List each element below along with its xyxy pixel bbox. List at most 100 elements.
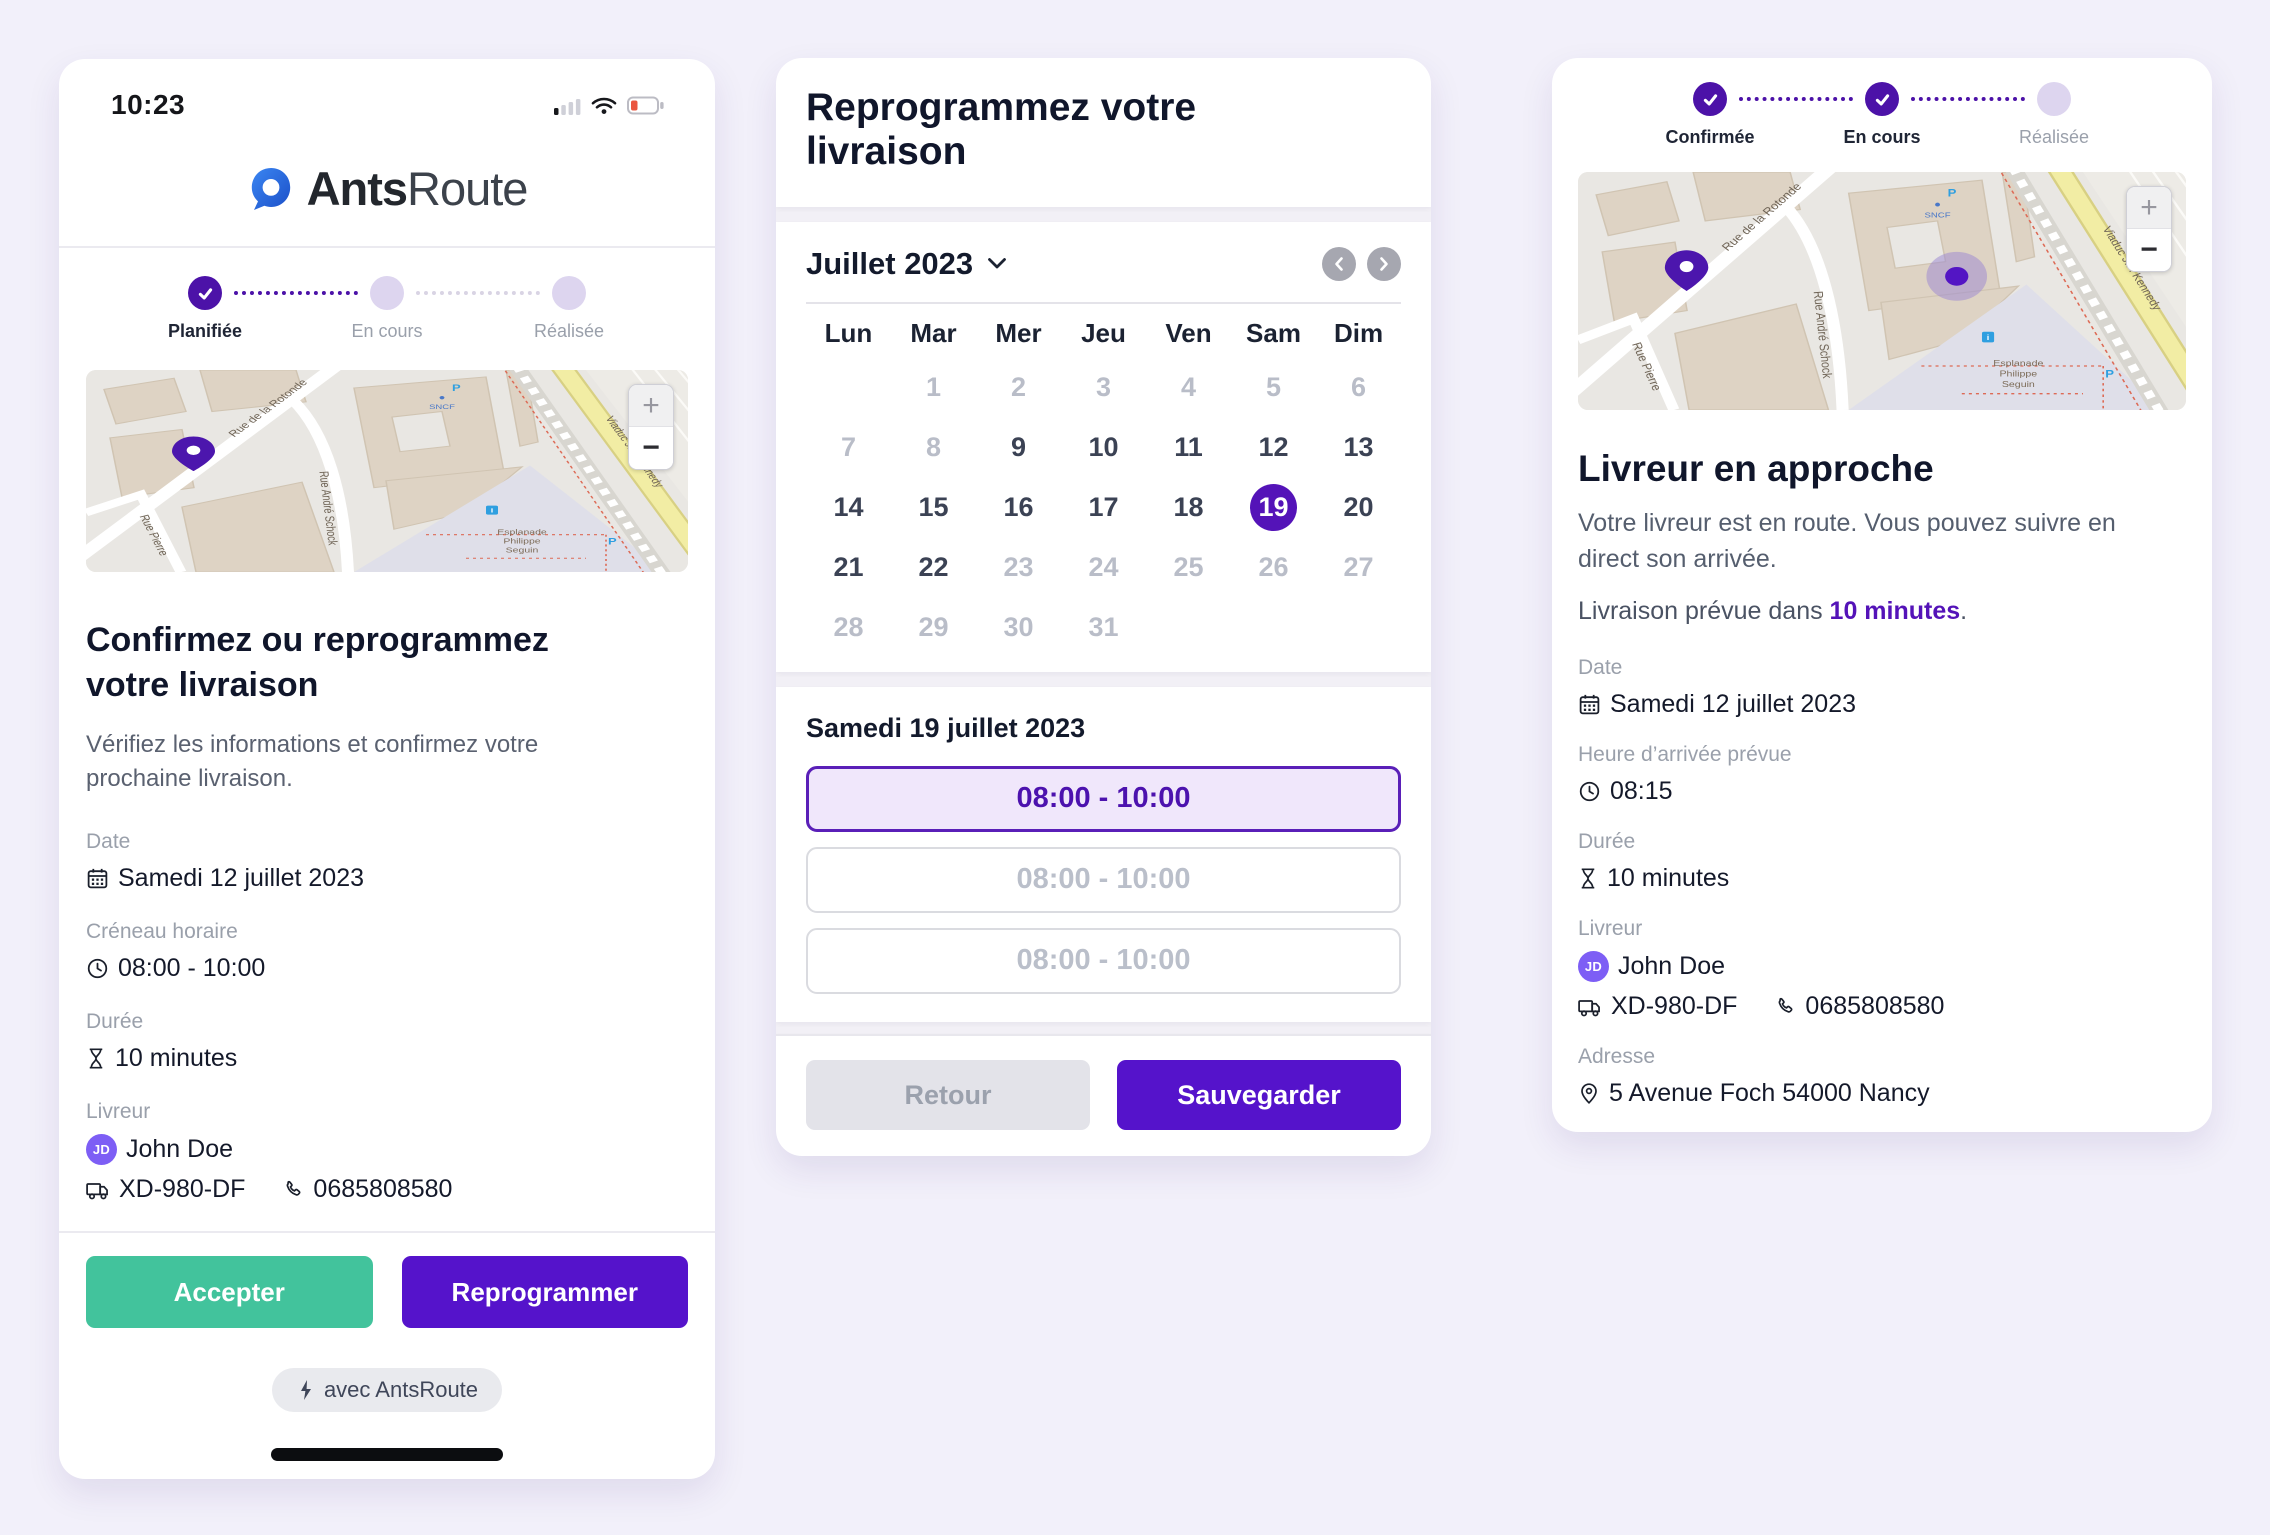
calendar-section: Juillet 2023 Lun Mar Mer Jeu Ven Sam Dim 1 2 3 4 5 6… xyxy=(776,221,1431,672)
tracking-details: Date Samedi 12 juillet 2023 Heure d’arri… xyxy=(1578,656,2186,1132)
time-slot-option-selected[interactable]: 08:00 - 10:00 xyxy=(806,765,1401,832)
calendar-day[interactable]: 11 xyxy=(1146,418,1231,478)
clock-icon xyxy=(86,957,109,980)
calendar-day-number[interactable]: 17 xyxy=(1088,492,1119,523)
calendar-day-number[interactable]: 21 xyxy=(833,552,864,583)
prev-month-button[interactable] xyxy=(1322,246,1356,281)
reschedule-header: Reprogrammez votre livraison xyxy=(776,58,1431,207)
slot-list: 08:00 - 10:00 08:00 - 10:00 08:00 - 10:00 xyxy=(806,765,1401,994)
stepper-label: Planifiée xyxy=(167,321,243,341)
calendar-day[interactable]: 10 xyxy=(1061,418,1146,478)
calendar-day-number[interactable]: 14 xyxy=(833,492,864,523)
courier-location-dot xyxy=(1945,266,1969,286)
svg-text:Philippe: Philippe xyxy=(503,537,540,545)
svg-text:Seguin: Seguin xyxy=(2002,380,2035,390)
calendar-day-number: 1 xyxy=(925,372,942,403)
stepper-connector xyxy=(234,291,358,295)
calendar-day[interactable]: 16 xyxy=(976,478,1061,538)
calendar-day-number[interactable]: 13 xyxy=(1343,432,1374,463)
reschedule-button[interactable]: Reprogrammer xyxy=(401,1256,688,1328)
calendar-day[interactable]: 9 xyxy=(976,418,1061,478)
calendar-day[interactable]: 12 xyxy=(1231,418,1316,478)
save-button[interactable]: Sauvegarder xyxy=(1117,1060,1401,1130)
stepper-label: En cours xyxy=(1843,127,1921,147)
stepper-connector xyxy=(1911,97,2025,101)
stepper-step-réalisée: Réalisée xyxy=(2001,82,2107,148)
calendar-day-number: 23 xyxy=(1003,552,1034,583)
calendar-day: 5 xyxy=(1231,358,1316,418)
svg-text:SNCF: SNCF xyxy=(1925,211,1951,220)
calendar-weekday: Dim xyxy=(1333,318,1384,349)
calendar-day-number[interactable]: 19 xyxy=(1250,484,1297,532)
calendar-weekday: Ven xyxy=(1165,318,1212,349)
calendar-icon xyxy=(86,867,109,890)
calendar-day: 23 xyxy=(976,538,1061,598)
card-subheading: Vérifiez les informations et confirmez v… xyxy=(86,730,539,792)
map-zoom-out-button[interactable]: − xyxy=(629,427,673,469)
calendar-day-number[interactable]: 16 xyxy=(1003,492,1034,523)
calendar-day[interactable]: 13 xyxy=(1316,418,1401,478)
calendar-day-number[interactable]: 9 xyxy=(1010,432,1027,463)
calendar-day-number: 28 xyxy=(833,612,864,643)
detail-timeslot: Créneau horaire 08:00 - 10:00 xyxy=(86,920,266,982)
card-heading: Confirmez ou reprogrammez votre livraiso… xyxy=(86,621,549,704)
map-right[interactable]: Rue de la Rotonde Rue André Schock Rue Pie… xyxy=(1578,172,2186,410)
map-left[interactable]: Rue de la Rotonde Rue André Schock Rue Pie… xyxy=(86,370,688,573)
destination-pin-icon xyxy=(172,436,215,472)
check-icon xyxy=(1865,82,1899,116)
calendar-day: 7 xyxy=(806,418,891,478)
calendar-day: 6 xyxy=(1316,358,1401,418)
map-zoom-control: + − xyxy=(628,384,674,470)
back-button[interactable]: Retour xyxy=(806,1060,1090,1130)
map-zoom-in-button[interactable]: + xyxy=(629,385,673,427)
courier-avatar: JD xyxy=(86,1134,117,1165)
calendar-day[interactable]: 20 xyxy=(1316,478,1401,538)
calendar-day[interactable]: 22 xyxy=(891,538,976,598)
calendar-day[interactable]: 15 xyxy=(891,478,976,538)
calendar-day-number[interactable]: 20 xyxy=(1343,492,1374,523)
calendar-day-selected[interactable]: 19 xyxy=(1231,478,1316,538)
home-indicator[interactable] xyxy=(271,1448,503,1461)
battery-icon xyxy=(627,96,664,114)
calendar-day: 3 xyxy=(1061,358,1146,418)
month-selector[interactable]: Juillet 2023 xyxy=(806,246,1007,282)
map-zoom-control: + − xyxy=(2126,186,2172,272)
detail-date: Date Samedi 12 juillet 2023 xyxy=(1578,656,1856,718)
next-month-button[interactable] xyxy=(1367,246,1401,281)
calendar-day-number[interactable]: 18 xyxy=(1173,492,1204,523)
detail-arrival-time: Heure d’arrivée prévue 08:15 xyxy=(1578,743,1792,805)
calendar-day[interactable]: 18 xyxy=(1146,478,1231,538)
calendar-day[interactable]: 21 xyxy=(806,538,891,598)
antsroute-logo-text: AntsRoute xyxy=(306,162,529,215)
calendar-day-number[interactable]: 12 xyxy=(1258,432,1289,463)
time-slot-option[interactable]: 08:00 - 10:00 xyxy=(806,927,1401,994)
svg-text:P: P xyxy=(2105,368,2114,380)
chevron-left-icon xyxy=(1335,257,1343,271)
calendar-day-number[interactable]: 10 xyxy=(1088,432,1119,463)
check-icon xyxy=(1693,82,1727,116)
map-zoom-in-button[interactable]: + xyxy=(2127,187,2171,229)
step-circle xyxy=(370,276,404,310)
calendar-day-number[interactable]: 11 xyxy=(1174,432,1203,463)
time-slot-option[interactable]: 08:00 - 10:00 xyxy=(806,846,1401,913)
calendar-day-number[interactable]: 15 xyxy=(918,492,949,523)
phone-icon xyxy=(282,1179,304,1201)
lightning-icon xyxy=(300,1380,311,1400)
step-circle xyxy=(2037,82,2071,116)
map-zoom-out-button[interactable]: − xyxy=(2127,229,2171,271)
calendar-day-number: 2 xyxy=(1010,372,1027,403)
stepper-right: Confirmée En cours Réalisée xyxy=(1657,82,2107,148)
wifi-icon xyxy=(591,97,617,114)
accept-button[interactable]: Accepter xyxy=(86,1256,373,1328)
calendar-day-number: 24 xyxy=(1088,552,1119,583)
calendar-day: 28 xyxy=(806,598,891,658)
status-bar: 10:23 xyxy=(59,59,715,121)
chevron-down-icon xyxy=(988,258,1007,269)
calendar-day[interactable]: 17 xyxy=(1061,478,1146,538)
calendar-day-number[interactable]: 22 xyxy=(918,552,949,583)
truck-icon xyxy=(86,1180,110,1200)
clock-icon xyxy=(1578,780,1601,803)
calendar-day[interactable]: 14 xyxy=(806,478,891,538)
